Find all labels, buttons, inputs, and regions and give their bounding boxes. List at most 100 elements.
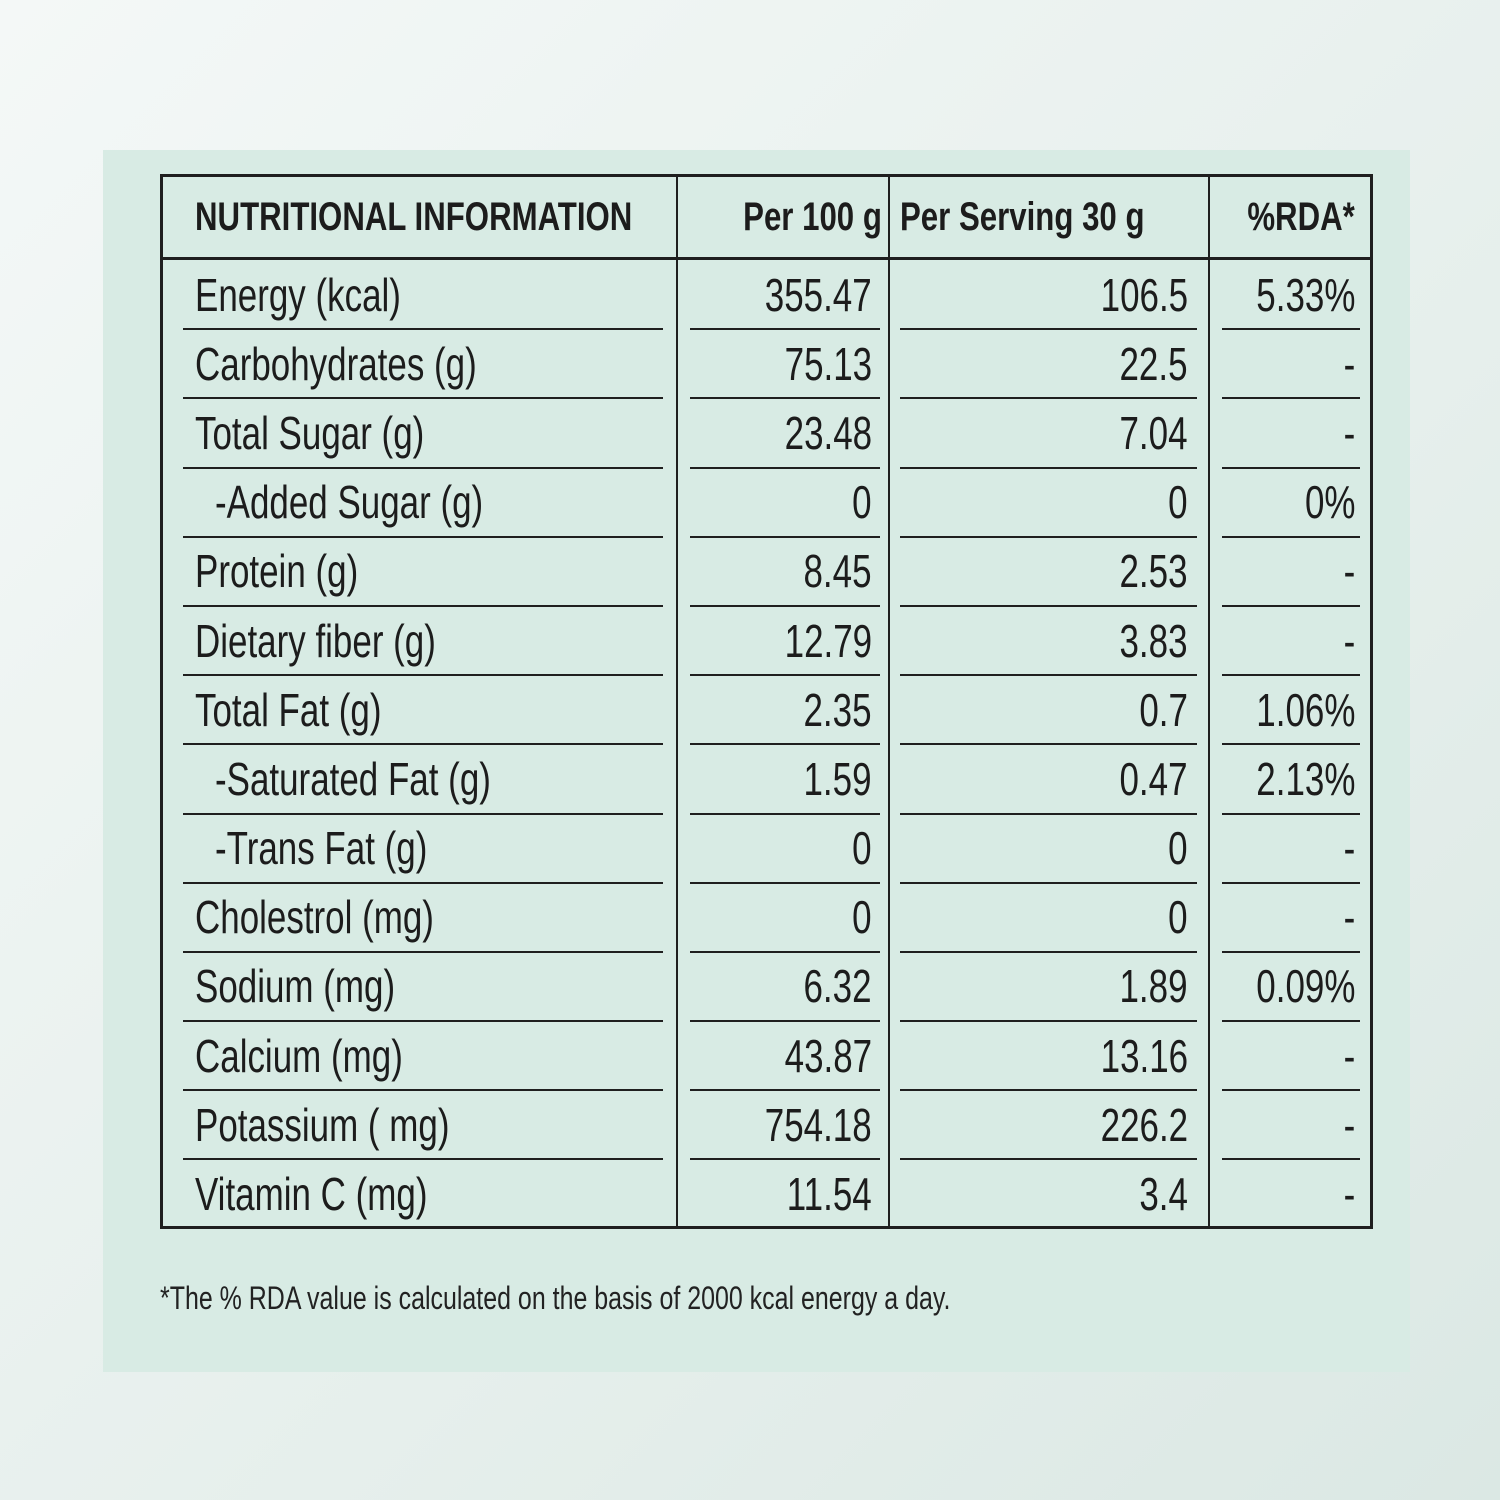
per-serving-cell: 1.89: [890, 952, 1210, 1021]
row-rule: [690, 743, 880, 746]
row-rule: [183, 604, 663, 607]
row-rule: [183, 535, 663, 538]
rda-value: -: [1343, 614, 1355, 667]
nutrient-cell: Sodium (mg): [163, 952, 678, 1021]
per-serving-value: 0.47: [1119, 752, 1188, 805]
per-100g-value: 754.18: [765, 1098, 872, 1151]
table-row: Dietary fiber (g) 12.79 3.83 -: [163, 606, 1373, 677]
per-serving-cell: 226.2: [890, 1090, 1210, 1159]
nutrient-name: Protein (g): [195, 545, 359, 598]
row-rule: [900, 1020, 1197, 1023]
row-rule: [1222, 1089, 1360, 1092]
rda-cell: 2.13%: [1210, 744, 1373, 813]
nutrient-cell: Cholestrol (mg): [163, 883, 678, 952]
rda-value: 1.06%: [1255, 683, 1355, 736]
nutrient-cell: Energy (kcal): [163, 260, 678, 329]
per-serving-cell: 3.4: [890, 1159, 1210, 1228]
row-rule: [690, 604, 880, 607]
per-100g-cell: 23.48: [678, 398, 890, 467]
rda-value: 2.13%: [1255, 752, 1355, 805]
row-rule: [900, 674, 1197, 677]
per-100g-cell: 0: [678, 883, 890, 952]
header-per-serving: Per Serving 30 g: [900, 194, 1145, 239]
per-serving-cell: 7.04: [890, 398, 1210, 467]
per-serving-value: 13.16: [1100, 1029, 1188, 1082]
row-rule: [900, 950, 1197, 953]
per-100g-cell: 2.35: [678, 675, 890, 744]
per-100g-value: 43.87: [784, 1029, 872, 1082]
row-rule: [1222, 328, 1360, 331]
row-rule: [900, 328, 1197, 331]
per-serving-value: 0: [1168, 476, 1188, 529]
per-serving-cell: 0.7: [890, 675, 1210, 744]
per-serving-cell: 22.5: [890, 329, 1210, 398]
row-rule: [1222, 397, 1360, 400]
row-rule: [183, 466, 663, 469]
row-rule: [183, 1089, 663, 1092]
row-rule: [1222, 812, 1360, 815]
row-rule: [183, 674, 663, 677]
per-serving-value: 0.7: [1139, 683, 1188, 736]
per-serving-value: 7.04: [1119, 406, 1188, 459]
rda-value: -: [1343, 545, 1355, 598]
per-serving-value: 3.83: [1119, 614, 1188, 667]
nutrient-cell: Total Fat (g): [163, 675, 678, 744]
table-row: Sodium (mg) 6.32 1.89 0.09%: [163, 952, 1370, 1023]
per-serving-cell: 0.47: [890, 744, 1210, 813]
row-rule: [1222, 881, 1360, 884]
row-rule: [690, 674, 880, 677]
nutrient-name: -Added Sugar (g): [215, 476, 484, 529]
per-100g-value: 75.13: [784, 337, 872, 390]
per-100g-value: 2.35: [803, 683, 872, 736]
nutrient-name: Potassium ( mg): [195, 1098, 450, 1151]
rda-cell: -: [1210, 606, 1373, 675]
nutrition-panel: NUTRITIONAL INFORMATION Per 100 g Per Se…: [103, 150, 1410, 1372]
row-rule: [900, 743, 1197, 746]
per-100g-value: 11.54: [787, 1168, 872, 1221]
per-100g-cell: 75.13: [678, 329, 890, 398]
table-row: -Trans Fat (g) 0 0 -: [163, 814, 1370, 884]
rda-value: 5.33%: [1255, 268, 1355, 321]
per-serving-cell: 2.53: [890, 537, 1210, 606]
row-rule: [690, 328, 880, 331]
row-rule: [183, 743, 663, 746]
per-100g-cell: 0: [678, 814, 890, 883]
header-cell-per100: Per 100 g: [678, 177, 890, 257]
nutrient-cell: Carbohydrates (g): [163, 329, 678, 398]
row-rule: [690, 950, 880, 953]
rda-value: -: [1343, 337, 1355, 390]
row-rule: [900, 812, 1197, 815]
nutrient-cell: Calcium (mg): [163, 1021, 678, 1090]
row-rule: [183, 397, 663, 400]
per-100g-cell: 43.87: [678, 1021, 890, 1090]
table-row: Protein (g) 8.45 2.53 -: [163, 537, 1370, 607]
row-rule: [900, 1089, 1197, 1092]
row-rule: [1222, 950, 1360, 953]
per-serving-value: 0: [1168, 891, 1188, 944]
per-100g-cell: 6.32: [678, 952, 890, 1021]
row-rule: [690, 1020, 880, 1023]
row-rule: [1222, 674, 1360, 677]
rda-cell: -: [1210, 883, 1373, 952]
rda-cell: -: [1210, 1021, 1373, 1090]
row-rule: [690, 812, 880, 815]
row-rule: [690, 881, 880, 884]
rda-cell: -: [1210, 1090, 1373, 1159]
table-row: -Added Sugar (g) 0 0 0%: [163, 468, 1370, 538]
header-cell-serving: Per Serving 30 g: [890, 177, 1210, 257]
nutrient-name: Vitamin C (mg): [195, 1168, 428, 1221]
per-100g-value: 0: [852, 476, 872, 529]
column-divider-1: [676, 177, 678, 1226]
per-100g-value: 1.59: [803, 752, 872, 805]
row-rule: [183, 1020, 663, 1023]
nutrient-cell: -Saturated Fat (g): [163, 744, 678, 813]
table-row: -Saturated Fat (g) 1.59 0.47 2.13%: [163, 744, 1373, 815]
row-rule: [900, 397, 1197, 400]
rda-value: -: [1343, 1168, 1355, 1221]
row-rule: [1222, 1020, 1360, 1023]
row-rule: [1222, 743, 1360, 746]
row-rule: [690, 466, 880, 469]
rda-cell: 5.33%: [1210, 260, 1373, 329]
rda-cell: -: [1210, 398, 1373, 467]
nutrient-name: Dietary fiber (g): [195, 614, 436, 667]
